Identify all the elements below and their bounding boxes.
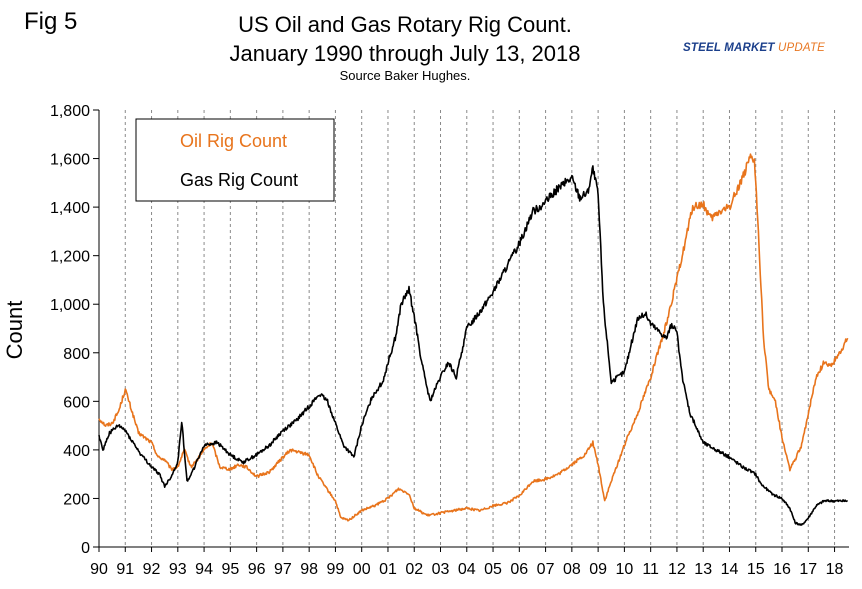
y-tick-label-1600: 1,600 bbox=[50, 152, 90, 169]
legend-gas-label: Gas Rig Count bbox=[180, 170, 298, 190]
steel-market-update-logo: STEEL MARKET UPDATE bbox=[683, 42, 825, 54]
figure-label: Fig 5 bbox=[24, 8, 78, 35]
x-tick-label-99: 99 bbox=[327, 561, 345, 578]
x-tick-label-96: 96 bbox=[248, 561, 266, 578]
y-tick-label-1400: 1,400 bbox=[50, 200, 90, 217]
x-tick-label-97: 97 bbox=[274, 561, 292, 578]
x-tick-label-94: 94 bbox=[195, 561, 213, 578]
x-axis-ticks: 90 91 92 93 94 95 96 97 98 99 00 01 02 03 04 05 06 07 08 09… bbox=[90, 547, 844, 578]
x-tick-label-09: 09 bbox=[589, 561, 607, 578]
gas-rig-count-line bbox=[98, 165, 848, 526]
x-tick-label-93: 93 bbox=[169, 561, 187, 578]
x-tick-label-15: 15 bbox=[747, 561, 765, 578]
chart-title-block: US Oil and Gas Rotary Rig Count. January… bbox=[190, 10, 620, 84]
x-tick-label-17: 17 bbox=[799, 561, 817, 578]
y-axis-ticks: 0 200 400 600 800 1,000 1,200 1,400 1,600 1,800 bbox=[50, 103, 99, 557]
y-tick-label-0: 0 bbox=[81, 540, 90, 557]
x-tick-label-00: 00 bbox=[353, 561, 371, 578]
chart-title-line2: January 1990 through July 13, 2018 bbox=[229, 41, 581, 66]
x-tick-label-98: 98 bbox=[300, 561, 318, 578]
x-tick-label-90: 90 bbox=[90, 561, 108, 578]
logo-text-secondary: UPDATE bbox=[778, 42, 826, 54]
chart-axes bbox=[98, 110, 849, 548]
x-tick-label-10: 10 bbox=[615, 561, 633, 578]
x-tick-label-18: 18 bbox=[826, 561, 844, 578]
logo-text-primary: STEEL MARKET bbox=[683, 42, 775, 54]
chart-series bbox=[98, 153, 849, 526]
x-tick-label-14: 14 bbox=[721, 561, 739, 578]
x-tick-label-11: 11 bbox=[642, 561, 659, 578]
oil-rig-count-line bbox=[98, 153, 849, 522]
x-tick-label-07: 07 bbox=[537, 561, 555, 578]
x-tick-label-01: 01 bbox=[379, 561, 397, 578]
x-tick-label-06: 06 bbox=[510, 561, 528, 578]
x-tick-label-16: 16 bbox=[773, 561, 791, 578]
y-tick-label-800: 800 bbox=[63, 346, 90, 363]
x-tick-label-12: 12 bbox=[668, 561, 686, 578]
y-tick-label-600: 600 bbox=[63, 394, 90, 411]
y-axis-label: Count bbox=[2, 301, 27, 360]
x-tick-label-02: 02 bbox=[405, 561, 423, 578]
chart-source: Source Baker Hughes. bbox=[339, 68, 471, 83]
y-tick-label-1800: 1,800 bbox=[50, 103, 90, 120]
y-tick-label-200: 200 bbox=[63, 491, 90, 508]
x-tick-label-05: 05 bbox=[484, 561, 502, 578]
y-tick-label-400: 400 bbox=[63, 443, 90, 460]
x-tick-label-04: 04 bbox=[458, 561, 476, 578]
x-tick-label-03: 03 bbox=[432, 561, 450, 578]
x-tick-label-13: 13 bbox=[694, 561, 712, 578]
x-tick-label-91: 91 bbox=[116, 561, 134, 578]
x-tick-label-95: 95 bbox=[221, 561, 239, 578]
y-tick-label-1000: 1,000 bbox=[50, 297, 90, 314]
chart-legend: Oil Rig Count Gas Rig Count bbox=[135, 118, 335, 202]
x-tick-label-08: 08 bbox=[563, 561, 581, 578]
y-tick-label-1200: 1,200 bbox=[50, 249, 90, 266]
legend-box bbox=[135, 118, 335, 202]
x-tick-label-92: 92 bbox=[143, 561, 161, 578]
chart-title-line1: US Oil and Gas Rotary Rig Count. bbox=[238, 12, 572, 37]
legend-oil-label: Oil Rig Count bbox=[180, 131, 287, 151]
